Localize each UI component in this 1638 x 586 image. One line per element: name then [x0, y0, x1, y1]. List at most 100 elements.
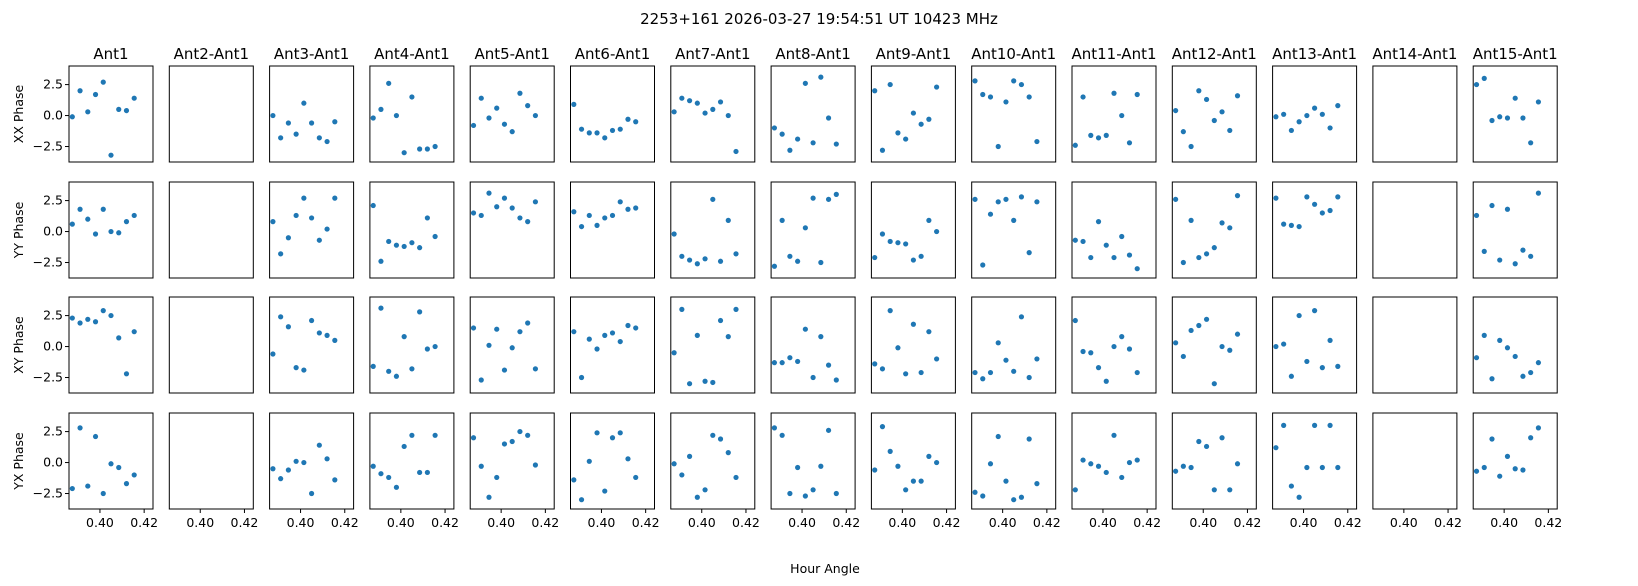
data-point: [393, 484, 400, 490]
data-point: [1011, 78, 1017, 84]
y-tick-label: −2.5: [33, 139, 63, 154]
data-point: [1196, 88, 1202, 94]
data-point: [1211, 487, 1217, 493]
data-point: [910, 321, 917, 327]
panel-frame: [168, 65, 254, 163]
data-point: [625, 206, 631, 212]
data-point: [787, 355, 793, 361]
data-point: [1528, 140, 1534, 146]
data-point: [85, 316, 91, 322]
x-tick-label: 0.42: [832, 515, 860, 530]
data-point: [316, 330, 322, 336]
data-point: [285, 324, 291, 330]
panel-column-title: Ant9-Ant1: [876, 45, 951, 63]
data-point: [1335, 103, 1341, 109]
data-point: [679, 306, 685, 312]
panel-frame: [1171, 65, 1257, 163]
y-tick-label: 2.5: [43, 193, 63, 208]
row-axis-label: YX Phase: [11, 432, 26, 491]
data-point: [887, 308, 893, 314]
data-point: [1304, 358, 1310, 365]
data-point: [918, 121, 924, 127]
data-point: [332, 119, 338, 125]
data-point: [1319, 464, 1325, 471]
panel-frame: [269, 296, 355, 394]
data-point: [417, 245, 423, 251]
data-point: [1111, 90, 1117, 96]
data-point: [1489, 436, 1495, 442]
data-point: [926, 329, 932, 335]
data-point: [910, 110, 917, 116]
x-tick-label: 0.42: [933, 515, 961, 530]
data-point: [278, 314, 284, 320]
data-point: [987, 461, 994, 467]
data-point: [100, 308, 106, 314]
x-tick-label: 0.42: [1434, 515, 1462, 530]
data-point: [116, 335, 122, 341]
x-tick-label: 0.40: [888, 515, 916, 530]
panel-frame: [469, 65, 555, 163]
data-point: [987, 94, 994, 100]
panel-frame: [1272, 65, 1358, 163]
data-point: [1196, 254, 1202, 261]
data-point: [486, 190, 492, 196]
data-point: [802, 225, 808, 231]
data-point: [725, 450, 731, 456]
data-point: [309, 490, 315, 497]
data-point: [795, 358, 801, 365]
data-point: [972, 489, 978, 495]
data-point: [1319, 210, 1325, 216]
data-point: [1034, 138, 1040, 145]
scatter-panel: [1472, 65, 1558, 163]
data-point: [586, 336, 592, 342]
data-point: [1335, 194, 1341, 200]
scatter-panel: 0.40 0.42: [971, 412, 1061, 530]
data-point: [926, 453, 932, 459]
data-point: [802, 493, 808, 499]
y-tick-label: 0.0: [43, 455, 63, 470]
data-point: [903, 241, 909, 247]
data-point: [1473, 355, 1480, 361]
data-point: [1126, 140, 1133, 146]
data-point: [301, 195, 307, 201]
data-point: [1026, 94, 1032, 100]
scatter-panel: [369, 65, 455, 163]
data-point: [293, 212, 299, 219]
panel-frame: [369, 181, 455, 279]
data-point: [1119, 474, 1125, 481]
data-point: [1473, 468, 1480, 474]
panel-frame: [168, 296, 254, 394]
x-tick-label: 0.40: [1089, 515, 1117, 530]
data-point: [625, 322, 631, 329]
data-point: [1520, 115, 1526, 121]
panel-frame: [770, 412, 856, 510]
data-point: [69, 221, 75, 227]
data-point: [378, 258, 384, 264]
data-point: [686, 453, 693, 459]
panel-frame: [670, 296, 756, 394]
scatter-panel: [1472, 181, 1558, 279]
panel-frame: [670, 412, 756, 510]
data-point: [108, 152, 114, 158]
data-point: [116, 464, 122, 471]
scatter-panel: [1071, 296, 1157, 394]
data-point: [293, 365, 299, 371]
panel-frame: [469, 181, 555, 279]
panel-frame: [369, 65, 455, 163]
y-tick-label: 0.0: [43, 224, 63, 239]
x-axis-label: Hour Angle: [790, 561, 860, 576]
panel-frame: [1071, 181, 1157, 279]
panel-frame: [1372, 65, 1458, 163]
data-point: [671, 109, 677, 115]
data-point: [833, 141, 839, 147]
data-point: [1119, 112, 1125, 119]
x-tick-label: 0.40: [688, 515, 716, 530]
data-point: [100, 206, 106, 212]
data-point: [517, 329, 523, 335]
data-point: [1520, 467, 1526, 473]
panel-frame: [770, 65, 856, 163]
data-point: [1296, 312, 1302, 319]
row-axis-label: YY Phase: [11, 201, 26, 259]
data-point: [293, 131, 299, 137]
